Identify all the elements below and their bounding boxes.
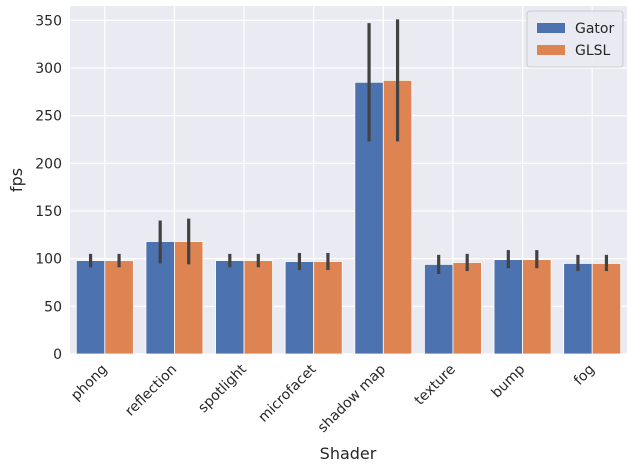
x-tick-label: reflection bbox=[122, 362, 180, 420]
y-tick-label: 100 bbox=[35, 252, 62, 268]
y-tick-label: 350 bbox=[35, 13, 62, 29]
y-tick-label: 200 bbox=[35, 156, 62, 172]
x-tick-labels: phong reflection spotlight microfacetshadow… bbox=[68, 361, 598, 436]
y-tick-label: 250 bbox=[35, 109, 62, 125]
x-tick-label: bump bbox=[489, 361, 529, 401]
y-tick-label: 150 bbox=[35, 204, 62, 220]
legend-label-gator: Gator bbox=[575, 21, 614, 37]
bar-gator-texture bbox=[424, 263, 454, 355]
bar-gator-bump bbox=[493, 259, 523, 355]
bar-glsl-fog bbox=[591, 263, 622, 355]
y-axis-label: fps bbox=[7, 168, 26, 192]
bar-gator-phong bbox=[75, 260, 106, 355]
x-tick-label: fog bbox=[571, 362, 598, 389]
legend-swatch-gator bbox=[537, 23, 565, 33]
bar-glsl-microfacet bbox=[313, 261, 343, 355]
bar-glsl-spotlight bbox=[243, 260, 273, 355]
y-tick-labels: 0 50 100 150 200 250 300 350 bbox=[35, 13, 62, 363]
legend-swatch-glsl bbox=[537, 45, 565, 55]
x-axis-label: Shader bbox=[320, 444, 377, 463]
legend: Gator GLSL bbox=[526, 10, 624, 68]
y-tick-label: 0 bbox=[53, 347, 62, 363]
bar-glsl-texture bbox=[452, 262, 482, 355]
bar-gator-microfacet bbox=[284, 261, 315, 355]
bar-glsl-bump bbox=[522, 259, 552, 355]
x-tick-label: microfacet bbox=[255, 361, 319, 425]
y-tick-label: 300 bbox=[35, 61, 62, 77]
y-tick-label: 50 bbox=[44, 299, 62, 315]
x-tick-label: shadow map bbox=[315, 361, 389, 435]
x-tick-label: texture bbox=[412, 362, 459, 409]
x-tick-label: spotlight bbox=[195, 361, 250, 416]
legend-label-glsl: GLSL bbox=[575, 43, 611, 59]
bar-glsl-phong bbox=[104, 260, 134, 355]
bar-gator-spotlight bbox=[215, 260, 245, 355]
bar-gator-fog bbox=[563, 263, 593, 355]
x-tick-label: phong bbox=[68, 362, 110, 404]
error-bars bbox=[88, 19, 609, 274]
